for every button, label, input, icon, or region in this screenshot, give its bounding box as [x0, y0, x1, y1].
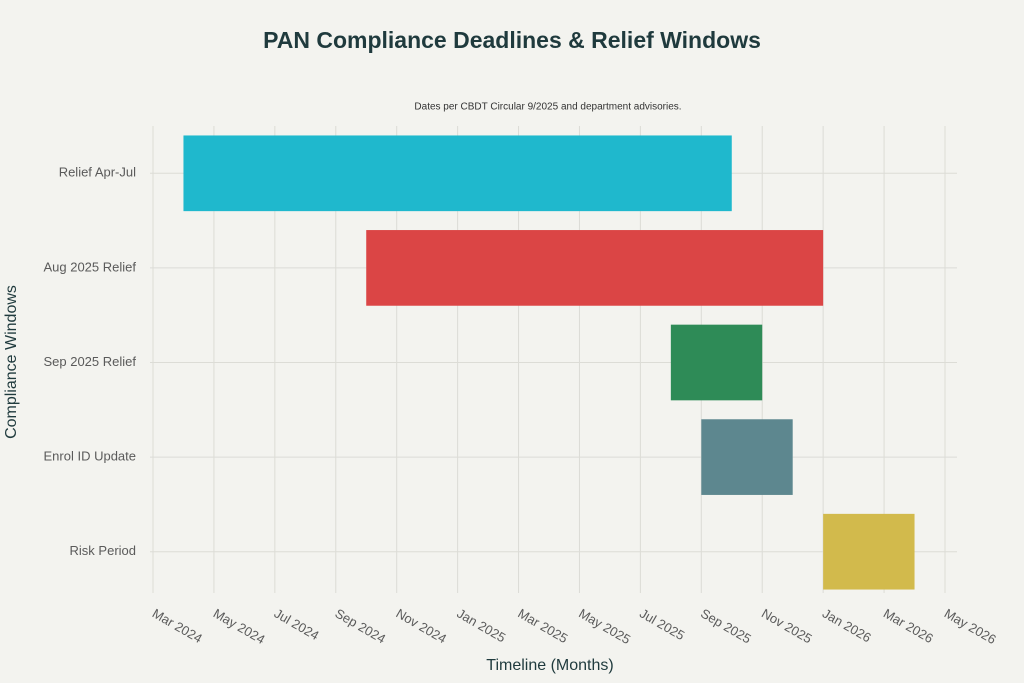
- bar: [183, 135, 732, 212]
- bar: [670, 324, 763, 401]
- bar: [823, 513, 915, 590]
- chart-title: PAN Compliance Deadlines & Relief Window…: [263, 27, 761, 53]
- y-tick-label: Enrol ID Update: [44, 449, 137, 464]
- y-tick-label: Sep 2025 Relief: [43, 354, 136, 369]
- x-axis-title: Timeline (Months): [486, 657, 613, 674]
- chart-subtitle: Dates per CBDT Circular 9/2025 and depar…: [414, 102, 681, 113]
- bar: [701, 419, 793, 495]
- y-tick-label: Aug 2025 Relief: [43, 259, 136, 274]
- bar: [366, 230, 824, 306]
- y-tick-label: Relief Apr-Jul: [59, 165, 136, 180]
- y-tick-label: Risk Period: [70, 543, 136, 558]
- y-axis-title: Compliance Windows: [3, 285, 20, 439]
